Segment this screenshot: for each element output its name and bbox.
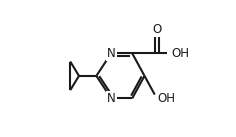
Text: OH: OH bbox=[172, 47, 190, 60]
Text: O: O bbox=[152, 23, 161, 36]
Text: OH: OH bbox=[157, 92, 175, 105]
Text: N: N bbox=[107, 92, 116, 105]
Text: N: N bbox=[107, 47, 116, 60]
